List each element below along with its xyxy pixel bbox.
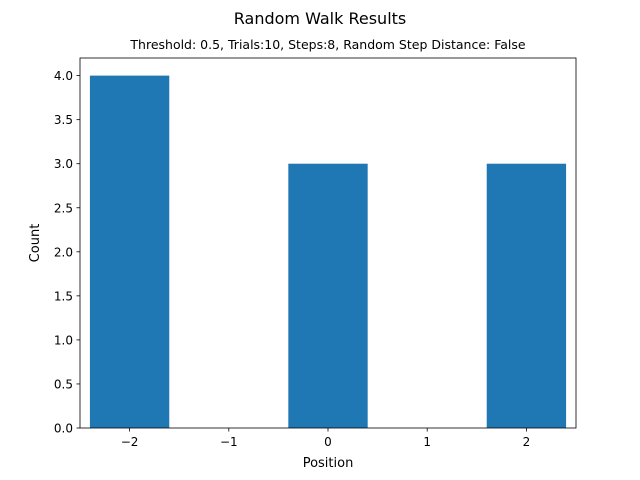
bar: [288, 163, 368, 428]
y-tick-label: 4.0: [54, 69, 73, 83]
x-axis-label: Position: [303, 456, 354, 471]
x-tick-label: −2: [121, 435, 139, 449]
y-axis-label: Count: [28, 224, 43, 263]
y-tick-label: 2.0: [54, 245, 73, 259]
x-tick-label: 0: [324, 435, 332, 449]
y-tick-label: 3.0: [54, 157, 73, 171]
x-tick-label: 2: [523, 435, 531, 449]
x-tick-label: −1: [220, 435, 238, 449]
chart-title: Random Walk Results: [234, 9, 407, 28]
y-tick-label: 1.0: [54, 333, 73, 347]
y-tick-label: 3.5: [54, 113, 73, 127]
y-tick-label: 0.5: [54, 377, 73, 391]
chart-subtitle: Threshold: 0.5, Trials:10, Steps:8, Rand…: [129, 37, 526, 52]
y-tick-label: 1.5: [54, 289, 73, 303]
y-tick-label: 2.5: [54, 201, 73, 215]
x-tick-label: 1: [423, 435, 431, 449]
bar: [486, 163, 567, 428]
x-axis: −2 −1 0 1 2: [121, 428, 530, 449]
bars: [89, 75, 567, 428]
y-tick-label: 0.0: [54, 422, 73, 436]
y-axis: 0.0 0.5 1.0 1.5 2.0 2.5 3.0 3.5 4.0: [54, 69, 80, 436]
bar: [89, 75, 170, 428]
